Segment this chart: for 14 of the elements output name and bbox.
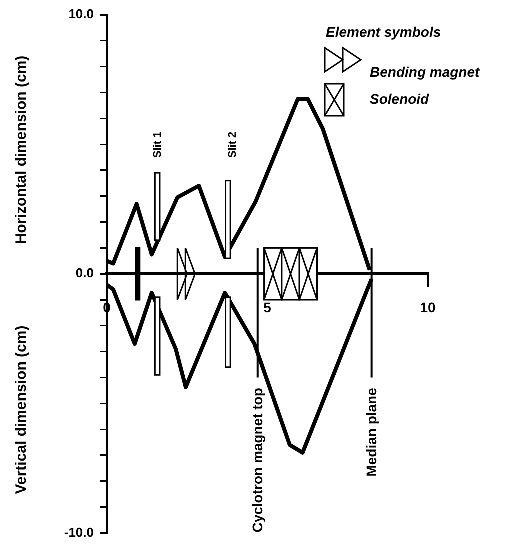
y-tick-label: 10.0 bbox=[68, 6, 94, 22]
annotation: Solenoid bbox=[370, 90, 430, 107]
y-axis-title: Horizontal dimension (cm) bbox=[13, 56, 30, 244]
ref-line-label: Median plane bbox=[364, 388, 380, 477]
annotation: Slit 1 bbox=[152, 132, 164, 158]
ref-line-label: Cyclotron magnet top bbox=[250, 388, 266, 533]
text: Vertical dimension (cm) bbox=[13, 326, 30, 494]
annotation: Slit 2 bbox=[227, 132, 240, 158]
x-tick-label: 10 bbox=[420, 299, 436, 316]
y-tick-label: 0.0 bbox=[76, 266, 94, 281]
annotation: Bending magnet bbox=[370, 64, 482, 80]
annotation: Element symbols bbox=[326, 24, 442, 40]
y-tick-label: -10.0 bbox=[64, 524, 94, 540]
x-tick-label: 5 bbox=[264, 299, 272, 316]
